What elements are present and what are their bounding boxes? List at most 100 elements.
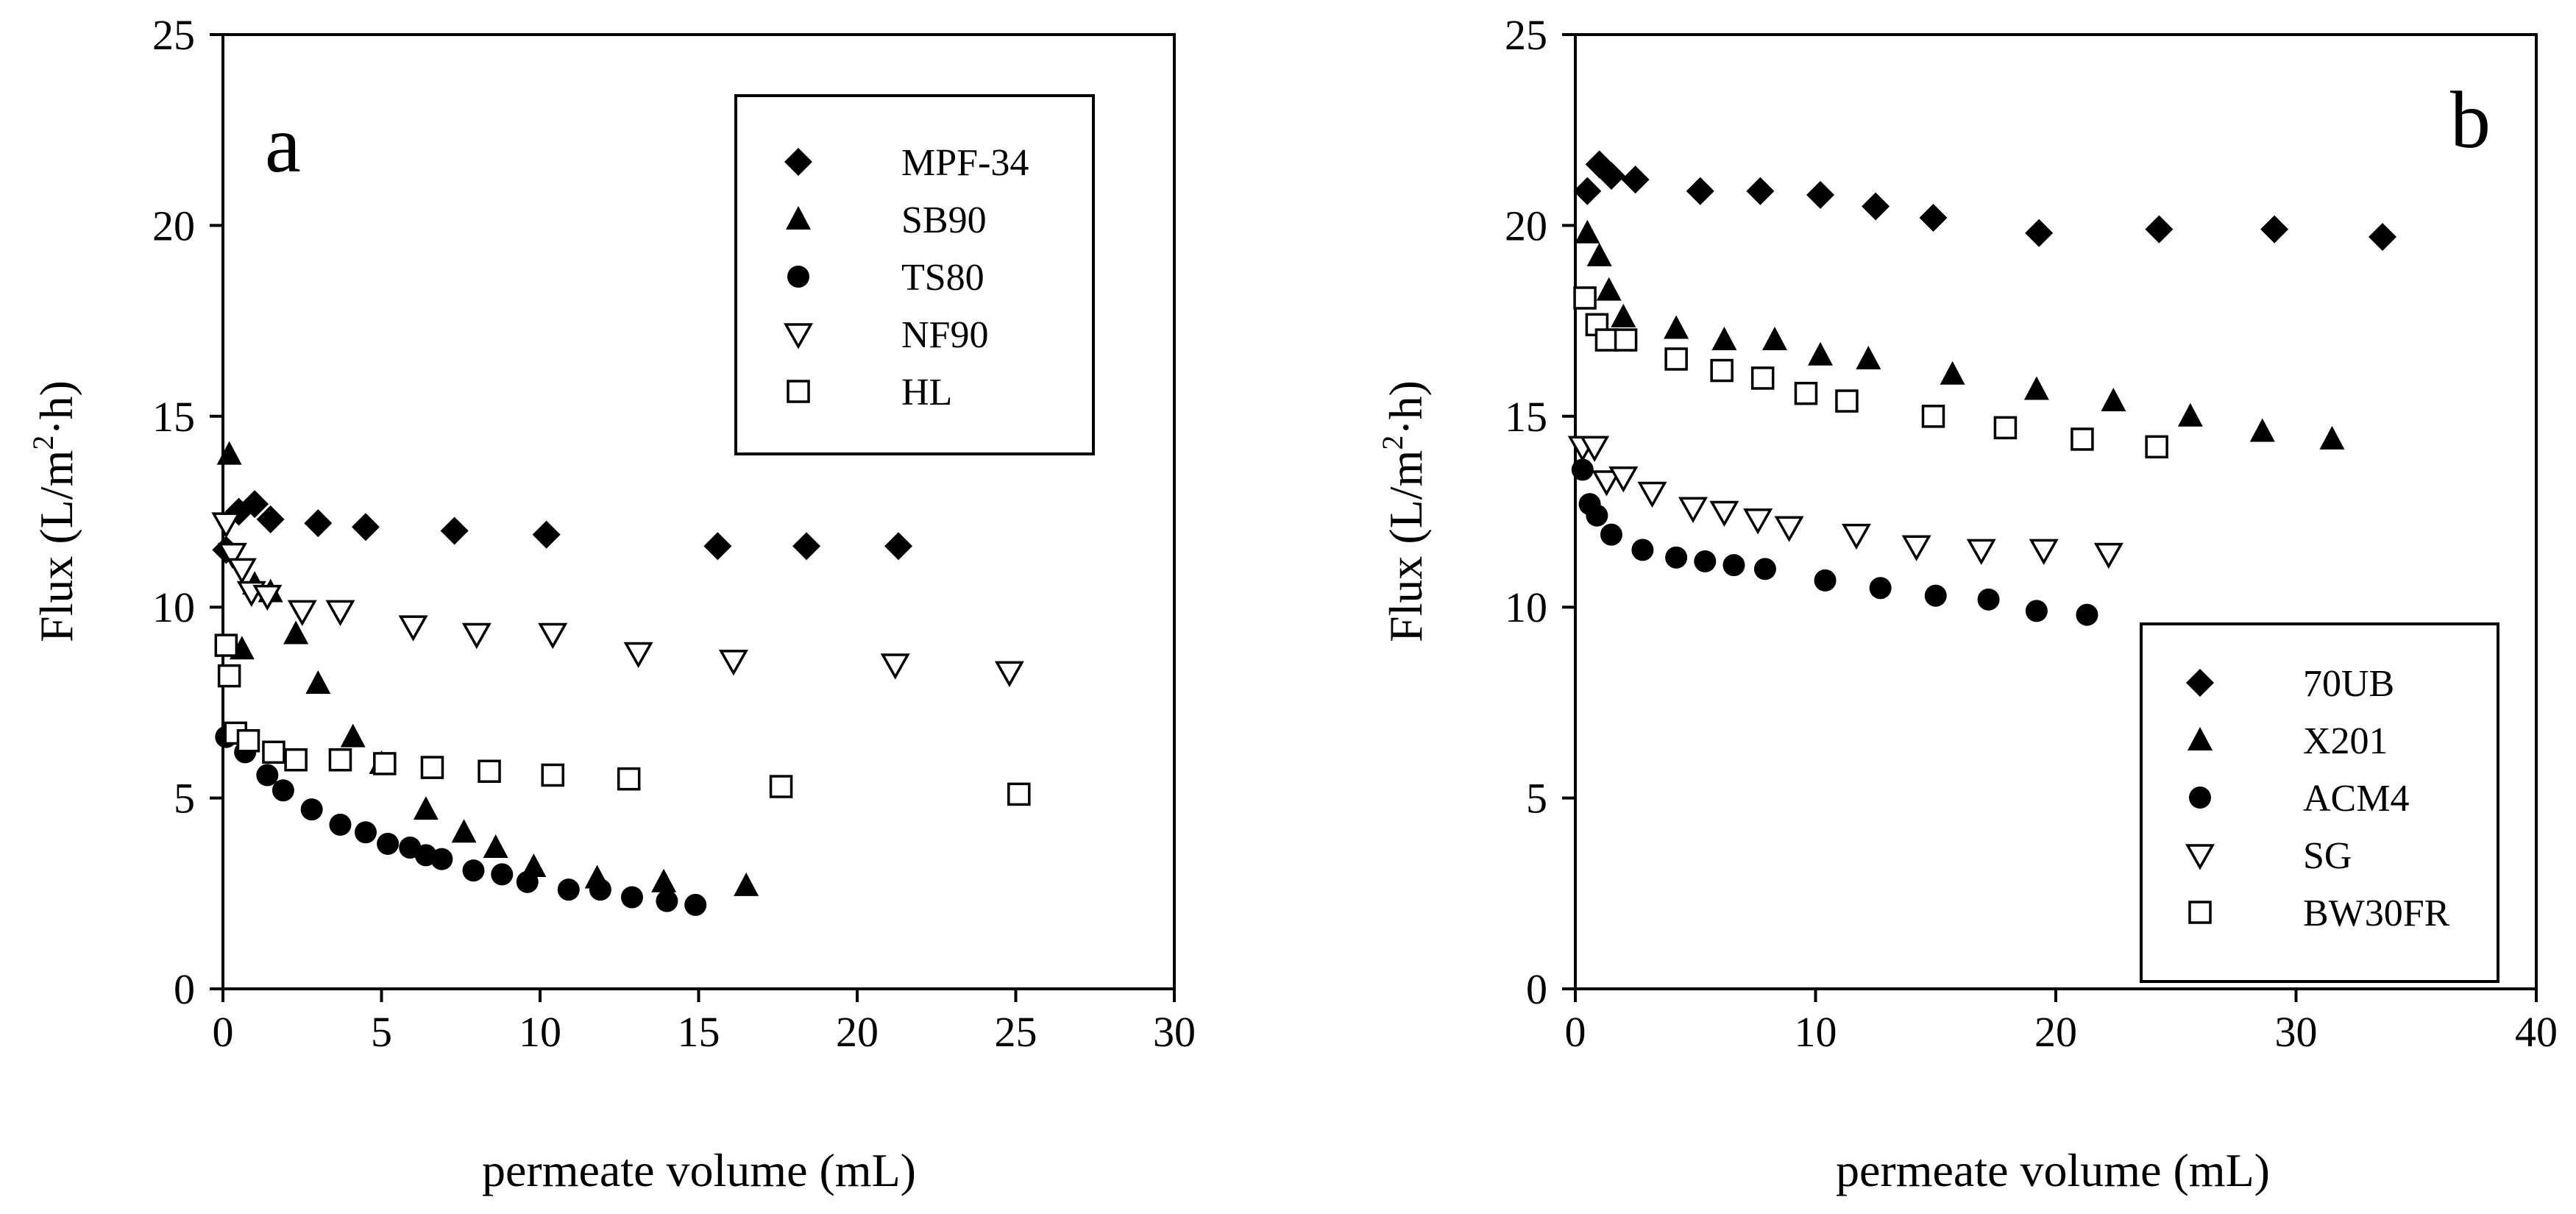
point-70ub — [1746, 177, 1775, 205]
point-nf90 — [718, 650, 748, 676]
point-nf90 — [227, 558, 257, 584]
point-sg — [1842, 523, 1872, 550]
point-x201 — [1940, 361, 1965, 385]
point-sg — [1580, 436, 1610, 462]
point-bw30fr — [1921, 405, 1945, 428]
point-hl — [420, 756, 444, 779]
x-tick-label: 40 — [2515, 1008, 2558, 1056]
point-bw30fr — [1835, 389, 1859, 413]
y-axis-title-b: Flux (L/m2·h) — [1376, 380, 1432, 642]
x-tick-label: 20 — [2034, 1008, 2077, 1056]
point-mpf-34 — [884, 532, 913, 561]
x-tick-label: 15 — [678, 1008, 720, 1056]
x-tick-label: 0 — [1565, 1008, 1586, 1056]
point-70ub — [1919, 204, 1948, 232]
point-nf90 — [398, 615, 428, 642]
point-sb90 — [216, 441, 242, 465]
point-sg — [1901, 535, 1931, 561]
point-acm4 — [1665, 546, 1688, 569]
legend-label-sg: SG — [2303, 835, 2352, 877]
x-tick-label: 10 — [1795, 1008, 1837, 1056]
point-x201 — [2177, 402, 2203, 427]
point-x201 — [2023, 376, 2049, 400]
point-nf90 — [880, 653, 910, 680]
point-acm4 — [1600, 523, 1622, 546]
legend-marker-bw30fr — [2188, 901, 2212, 924]
point-hl — [478, 759, 501, 784]
point-nf90 — [211, 512, 241, 539]
point-sg — [1637, 481, 1667, 508]
y-axis-title-a: Flux (L/m2·h) — [26, 380, 82, 642]
point-sb90 — [340, 723, 366, 748]
x-tick-label: 25 — [995, 1008, 1037, 1056]
x-axis-title-a: permeate volume (mL) — [482, 1144, 916, 1196]
point-mpf-34 — [703, 532, 732, 561]
point-acm4 — [1753, 558, 1776, 581]
point-ts80 — [329, 813, 352, 836]
point-bw30fr — [1710, 358, 1734, 383]
point-acm4 — [1977, 588, 2000, 611]
point-bw30fr — [1614, 328, 1638, 352]
point-sb90 — [451, 819, 477, 843]
point-sg — [2029, 539, 2059, 565]
point-sg — [1608, 466, 1639, 493]
legend-label-bw30fr: BW30FR — [2303, 892, 2450, 934]
point-bw30fr — [2145, 435, 2168, 459]
point-nf90 — [623, 642, 653, 669]
y-tick-label: 0 — [174, 965, 195, 1013]
x-tick-label: 5 — [371, 1008, 392, 1056]
point-hl — [373, 752, 397, 775]
point-hl — [214, 633, 238, 657]
point-mpf-34 — [256, 505, 285, 533]
point-ts80 — [377, 832, 400, 855]
x-tick-label: 30 — [1153, 1008, 1196, 1056]
legend-label-hl: HL — [901, 372, 952, 413]
point-bw30fr — [1993, 416, 2018, 440]
point-mpf-34 — [532, 520, 561, 549]
point-bw30fr — [1573, 286, 1597, 310]
point-x201 — [1856, 345, 1881, 369]
point-x201 — [1596, 277, 1622, 301]
point-sg — [1678, 497, 1708, 523]
panel-label-a: a — [265, 99, 301, 189]
point-nf90 — [325, 600, 355, 626]
point-bw30fr — [1750, 366, 1775, 390]
y-ticks-a: 0 5 10 15 20 25 — [152, 11, 223, 1013]
legend-marker-acm4 — [2189, 787, 2211, 809]
point-sg — [1743, 508, 1773, 535]
point-hl — [769, 775, 793, 798]
point-70ub — [1862, 192, 1890, 221]
x-tick-label: 20 — [836, 1008, 879, 1056]
y-tick-label: 15 — [152, 393, 195, 441]
point-ts80 — [516, 870, 539, 893]
point-ts80 — [620, 886, 643, 909]
point-acm4 — [1814, 569, 1837, 592]
point-hl — [617, 767, 641, 791]
legend-marker-nf90 — [783, 323, 814, 349]
point-x201 — [1664, 315, 1689, 339]
x-tick-label: 0 — [213, 1008, 234, 1056]
point-x201 — [1575, 219, 1600, 244]
point-ts80 — [589, 878, 611, 901]
legend-marker-sb90 — [786, 206, 811, 230]
point-70ub — [1573, 177, 1602, 205]
point-70ub — [2260, 215, 2289, 244]
x-axis-title-b: permeate volume (mL) — [1836, 1144, 2270, 1196]
legend-label-mpf-34: MPF-34 — [901, 142, 1029, 184]
point-x201 — [1761, 327, 1787, 351]
y-tick-label: 25 — [1505, 11, 1547, 59]
point-70ub — [2025, 219, 2054, 247]
point-acm4 — [2076, 603, 2098, 626]
points-b — [1567, 150, 2397, 626]
point-x201 — [1808, 341, 1834, 366]
legend-label-sb90: SB90 — [901, 199, 987, 241]
point-70ub — [2145, 215, 2174, 244]
point-x201 — [1711, 327, 1737, 351]
y-tick-label: 5 — [174, 775, 195, 823]
point-sb90 — [305, 670, 331, 694]
point-x201 — [1611, 303, 1636, 327]
panel-label-b: b — [2450, 75, 2491, 165]
point-bw30fr — [1594, 328, 1619, 352]
point-sg — [1774, 516, 1804, 542]
